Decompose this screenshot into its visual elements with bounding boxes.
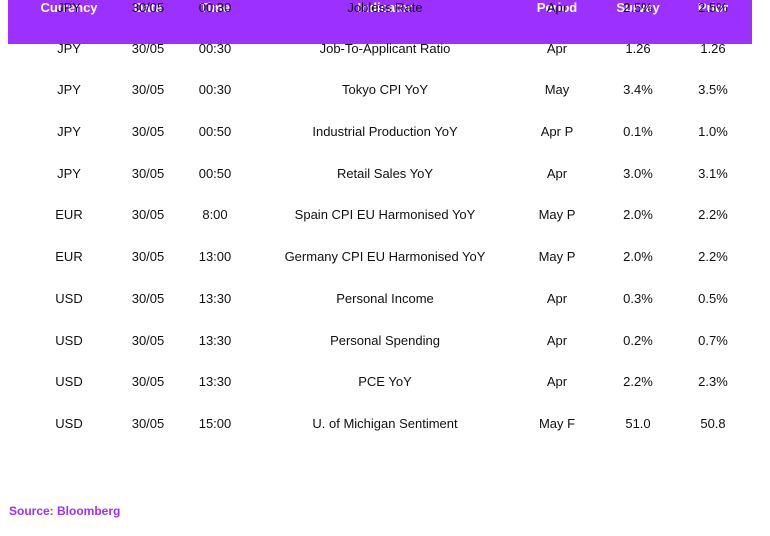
survey-cell: 51.0: [625, 415, 651, 431]
table-body: JPY 30/05 00:30 Jobless Rate Apr 2.5% 2.5% JPY 3…: [8, 0, 752, 457]
period-cell: May P: [538, 249, 576, 265]
date-cell: 30/05: [131, 374, 165, 390]
period-cell: May: [544, 82, 570, 98]
period-cell: Apr: [546, 332, 568, 348]
table-row: JPY 30/05 00:30 Job-To-Applicant Ratio Apr 1.…: [8, 40, 752, 82]
period-cell: Apr: [546, 165, 568, 181]
currency-cell: JPY: [57, 124, 81, 140]
date-cell: 30/05: [131, 82, 165, 98]
indicator-cell: Germany CPI EU Harmonised YoY: [284, 249, 486, 265]
indicator-cell: Retail Sales YoY: [336, 165, 434, 181]
table-row: USD 30/05 13:30 Personal Income Apr 0.3% 0.5%: [8, 290, 752, 332]
time-cell: 8:00: [202, 207, 228, 223]
survey-cell: 2.2%: [623, 374, 653, 390]
period-cell: Apr: [546, 374, 568, 390]
table-row: JPY 30/05 00:50 Industrial Production YoY Ap…: [8, 123, 752, 165]
table-row: USD 30/05 15:00 U. of Michigan Sentiment May…: [8, 415, 752, 457]
prior-cell: 0.7%: [698, 332, 728, 348]
prior-cell: 2.5%: [698, 0, 728, 15]
date-cell: 30/05: [131, 249, 165, 265]
currency-cell: USD: [55, 332, 83, 348]
time-cell: 00:30: [198, 40, 232, 56]
indicator-cell: Personal Income: [336, 290, 434, 306]
period-cell: May F: [538, 415, 576, 431]
time-cell: 13:30: [198, 290, 232, 306]
prior-cell: 50.8: [700, 415, 726, 431]
survey-cell: 2.0%: [623, 249, 653, 265]
currency-cell: USD: [55, 415, 83, 431]
survey-cell: 0.2%: [623, 332, 653, 348]
table-row: EUR 30/05 13:00 Germany CPI EU Harmonised Y…: [8, 248, 752, 290]
header-date: Date: [133, 0, 163, 15]
period-cell: Apr: [546, 290, 568, 306]
date-cell: 30/05: [131, 165, 165, 181]
time-cell: 13:00: [198, 249, 232, 265]
currency-cell: EUR: [55, 207, 83, 223]
table-row: JPY 30/05 00:30 Tokyo CPI YoY May 3.4% 3.5%: [8, 81, 752, 123]
currency-cell: JPY: [57, 0, 81, 15]
time-cell: 00:30: [198, 82, 232, 98]
table-row: EUR 30/05 8:00 Spain CPI EU Harmonised YoY M…: [8, 206, 752, 248]
date-cell: 30/05: [131, 40, 165, 56]
prior-cell: 0.5%: [698, 290, 728, 306]
table-header: Currency Date Time Indicator Period Surv…: [8, 0, 752, 44]
header-period: Period: [536, 0, 578, 15]
currency-cell: EUR: [55, 249, 83, 265]
source-note: Source: Bloomberg: [9, 504, 121, 518]
survey-cell: 0.3%: [623, 290, 653, 306]
header-currency: Currency: [40, 0, 98, 15]
time-cell: 00:30: [198, 0, 232, 15]
date-cell: 30/05: [131, 207, 165, 223]
currency-cell: JPY: [57, 82, 81, 98]
survey-cell: 2.5%: [623, 0, 653, 15]
indicator-cell: U. of Michigan Sentiment: [312, 415, 458, 431]
time-cell: 13:30: [198, 374, 232, 390]
economic-calendar-table: Currency Date Time Indicator Period Surv…: [8, 0, 752, 431]
time-cell: 13:30: [198, 332, 232, 348]
survey-cell: 2.0%: [623, 207, 653, 223]
indicator-cell: PCE YoY: [358, 374, 412, 390]
date-cell: 30/05: [131, 415, 165, 431]
prior-cell: 1.0%: [698, 124, 728, 140]
indicator-cell: Personal Spending: [330, 332, 440, 348]
survey-cell: 0.1%: [623, 124, 653, 140]
time-cell: 00:50: [198, 124, 232, 140]
date-cell: 30/05: [131, 332, 165, 348]
header-time: Time: [199, 0, 231, 15]
indicator-cell: Tokyo CPI YoY: [342, 82, 428, 98]
period-cell: Apr: [546, 40, 568, 56]
indicator-cell: Jobless Rate: [347, 0, 423, 15]
period-cell: May P: [538, 207, 576, 223]
currency-cell: JPY: [57, 165, 81, 181]
prior-cell: 2.3%: [698, 374, 728, 390]
currency-cell: USD: [55, 290, 83, 306]
period-cell: Apr: [546, 0, 568, 15]
table-row: JPY 30/05 00:50 Retail Sales YoY Apr 3.0% 3.1%: [8, 165, 752, 207]
table-row: USD 30/05 13:30 Personal Spending Apr 0.2% 0.7…: [8, 332, 752, 374]
indicator-cell: Industrial Production YoY: [312, 124, 458, 140]
header-indicator: Indicator: [357, 0, 413, 15]
time-cell: 00:50: [198, 165, 232, 181]
header-prior: Prior: [697, 0, 729, 15]
header-survey: Survey: [616, 0, 660, 15]
prior-cell: 1.26: [700, 40, 726, 56]
table-row: JPY 30/05 00:30 Jobless Rate Apr 2.5% 2.5%: [8, 0, 752, 40]
table-row: USD 30/05 13:30 PCE YoY Apr 2.2% 2.3%: [8, 373, 752, 415]
date-cell: 30/05: [131, 124, 165, 140]
prior-cell: 2.2%: [698, 207, 728, 223]
period-cell: Apr P: [540, 124, 574, 140]
survey-cell: 3.4%: [623, 82, 653, 98]
prior-cell: 3.1%: [698, 165, 728, 181]
prior-cell: 3.5%: [698, 82, 728, 98]
indicator-cell: Job-To-Applicant Ratio: [319, 40, 451, 56]
time-cell: 15:00: [198, 415, 232, 431]
survey-cell: 1.26: [625, 40, 651, 56]
prior-cell: 2.2%: [698, 249, 728, 265]
date-cell: 30/05: [131, 0, 165, 15]
currency-cell: JPY: [57, 40, 81, 56]
indicator-cell: Spain CPI EU Harmonised YoY: [294, 207, 476, 223]
date-cell: 30/05: [131, 290, 165, 306]
currency-cell: USD: [55, 374, 83, 390]
survey-cell: 3.0%: [623, 165, 653, 181]
